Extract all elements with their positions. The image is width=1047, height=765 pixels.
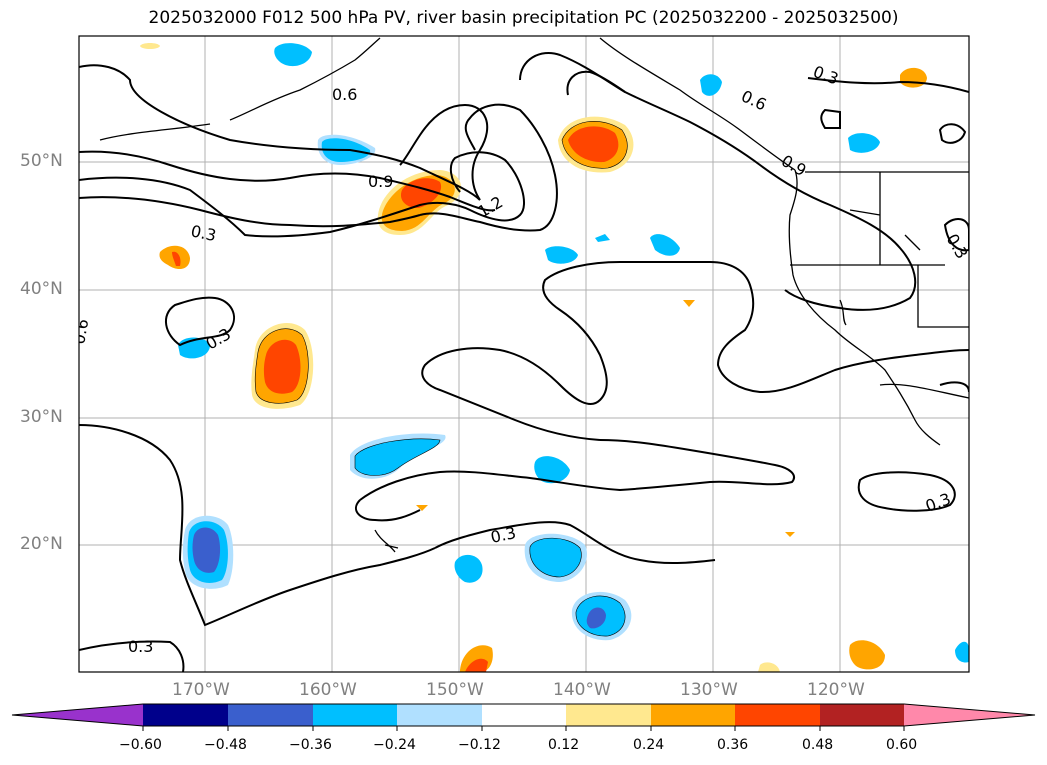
lat-label: 30°N bbox=[20, 407, 63, 427]
lat-label: 50°N bbox=[20, 151, 63, 171]
colorbar-tick-label: −0.12 bbox=[458, 737, 501, 753]
colorbar-tick-label: 0.24 bbox=[633, 737, 665, 753]
colorbar-segment bbox=[143, 704, 228, 726]
colorbar-tick-label: 0.36 bbox=[717, 737, 749, 753]
negative-precip-blobs bbox=[178, 43, 969, 663]
contour-label: 0.3 bbox=[489, 523, 518, 547]
lon-label: 160°W bbox=[299, 680, 357, 700]
colorbar-segment bbox=[735, 704, 820, 726]
map-title: 2025032000 F012 500 hPa PV, river basin … bbox=[148, 8, 899, 28]
lat-label: 20°N bbox=[20, 534, 63, 554]
contour-label: 0.3 bbox=[189, 221, 218, 245]
colorbar-extend-min bbox=[12, 704, 143, 726]
map-frame bbox=[78, 35, 970, 673]
gridlines bbox=[79, 36, 969, 672]
contour-label: 0.6 bbox=[69, 317, 92, 345]
colorbar-tick-label: −0.48 bbox=[204, 737, 247, 753]
contour-label: 0.9 bbox=[368, 172, 393, 191]
lon-label: 140°W bbox=[553, 680, 611, 700]
lon-label: 130°W bbox=[680, 680, 738, 700]
colorbar-segment bbox=[397, 704, 482, 726]
precip-outlines bbox=[254, 121, 628, 637]
colorbar-segment bbox=[482, 704, 566, 726]
colorbar-tick-label: −0.60 bbox=[119, 737, 162, 753]
colorbar-segment bbox=[566, 704, 651, 726]
lon-label: 150°W bbox=[426, 680, 484, 700]
colorbar-segment bbox=[651, 704, 735, 726]
colorbar-tick-label: −0.36 bbox=[289, 737, 332, 753]
colorbar-segment bbox=[228, 704, 313, 726]
colorbar-tick-label: 0.48 bbox=[802, 737, 834, 753]
colorbar-segment bbox=[820, 704, 904, 726]
coastlines bbox=[99, 37, 969, 553]
lon-label: 120°W bbox=[807, 680, 865, 700]
colorbar-extend-max bbox=[904, 704, 1035, 726]
lon-label: 170°W bbox=[172, 680, 230, 700]
contour-label: 0.6 bbox=[332, 85, 357, 104]
colorbar-tick-label: −0.24 bbox=[373, 737, 416, 753]
lat-label: 40°N bbox=[20, 279, 63, 299]
colorbar-tick-label: 0.12 bbox=[548, 737, 580, 753]
colorbar-tick-label: 0.60 bbox=[886, 737, 918, 753]
colorbar bbox=[11, 703, 1036, 731]
contour-label: 0.3 bbox=[128, 637, 153, 656]
colorbar-segment bbox=[313, 704, 397, 726]
